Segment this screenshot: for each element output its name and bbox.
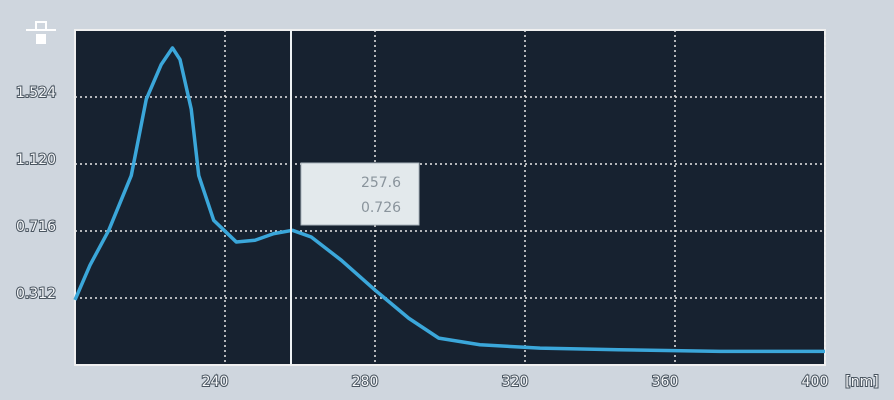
cursor-y: 0.726 (361, 200, 401, 216)
y-tick-label: 1.524 (16, 85, 56, 101)
cursor-x: 257.6 (361, 175, 401, 191)
y-tick-label: 0.716 (16, 219, 56, 235)
x-tick-label: 320 (502, 374, 529, 390)
x-tick-label: 240 (202, 374, 229, 390)
y-tick-label: 1.120 (16, 152, 56, 168)
icon-box (36, 34, 46, 44)
x-tick-label: 280 (352, 374, 379, 390)
x-tick-label: 400 (802, 374, 829, 390)
x-tick-label: 360 (652, 374, 679, 390)
y-tick-label: 0.312 (16, 286, 56, 302)
x-unit: [nm] (845, 374, 878, 390)
plot-area (75, 30, 825, 365)
chart: [nm] 0.312 0.716 1.120 1.524 240 280 320 360 400… (0, 0, 894, 400)
